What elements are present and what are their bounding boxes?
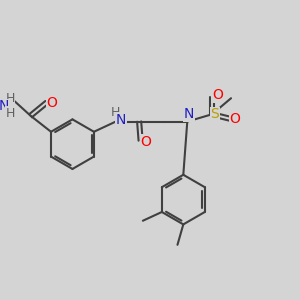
Text: N: N: [116, 113, 126, 127]
Text: S: S: [211, 107, 219, 121]
Text: H: H: [5, 107, 15, 120]
Text: O: O: [140, 135, 151, 149]
Text: N: N: [184, 107, 194, 121]
Text: O: O: [46, 96, 57, 110]
Text: H: H: [110, 106, 120, 119]
Text: H: H: [5, 92, 15, 105]
Text: O: O: [230, 112, 240, 126]
Text: O: O: [212, 88, 223, 102]
Text: N: N: [0, 99, 9, 113]
